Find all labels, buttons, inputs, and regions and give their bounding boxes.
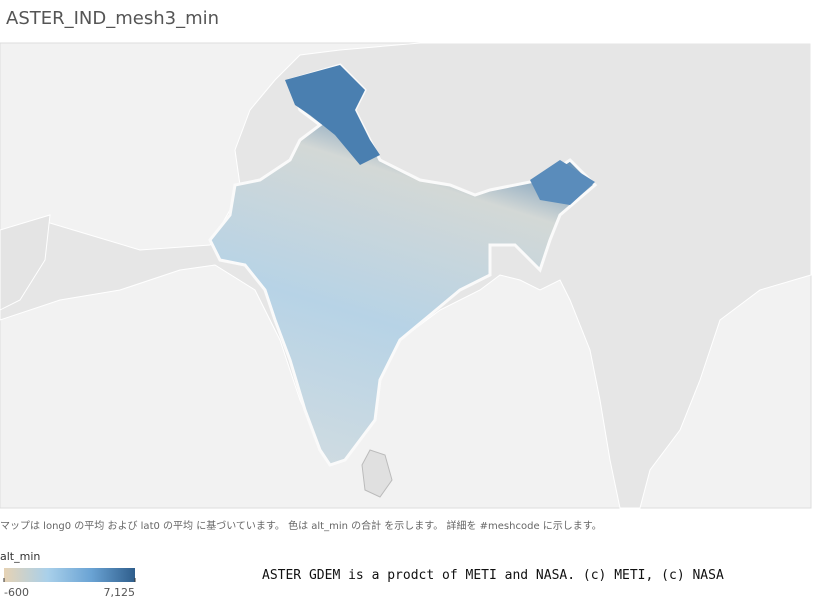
himalaya-east <box>530 160 595 205</box>
himalaya-west <box>285 65 380 165</box>
credit: ASTER GDEM is a prodct of METI and NASA.… <box>262 568 724 583</box>
sri-lanka <box>361 449 393 498</box>
legend-title: alt_min <box>0 550 40 563</box>
india <box>208 63 598 467</box>
title: ASTER_IND_mesh3_min <box>6 8 220 29</box>
legend-label: -600 <box>4 586 29 599</box>
legend-label: 7,125 <box>104 586 136 599</box>
arabia <box>0 214 51 311</box>
caption: マップは long0 の平均 および lat0 の平均 に基づいています。 色は… <box>0 521 602 532</box>
legend-bar <box>4 568 135 582</box>
